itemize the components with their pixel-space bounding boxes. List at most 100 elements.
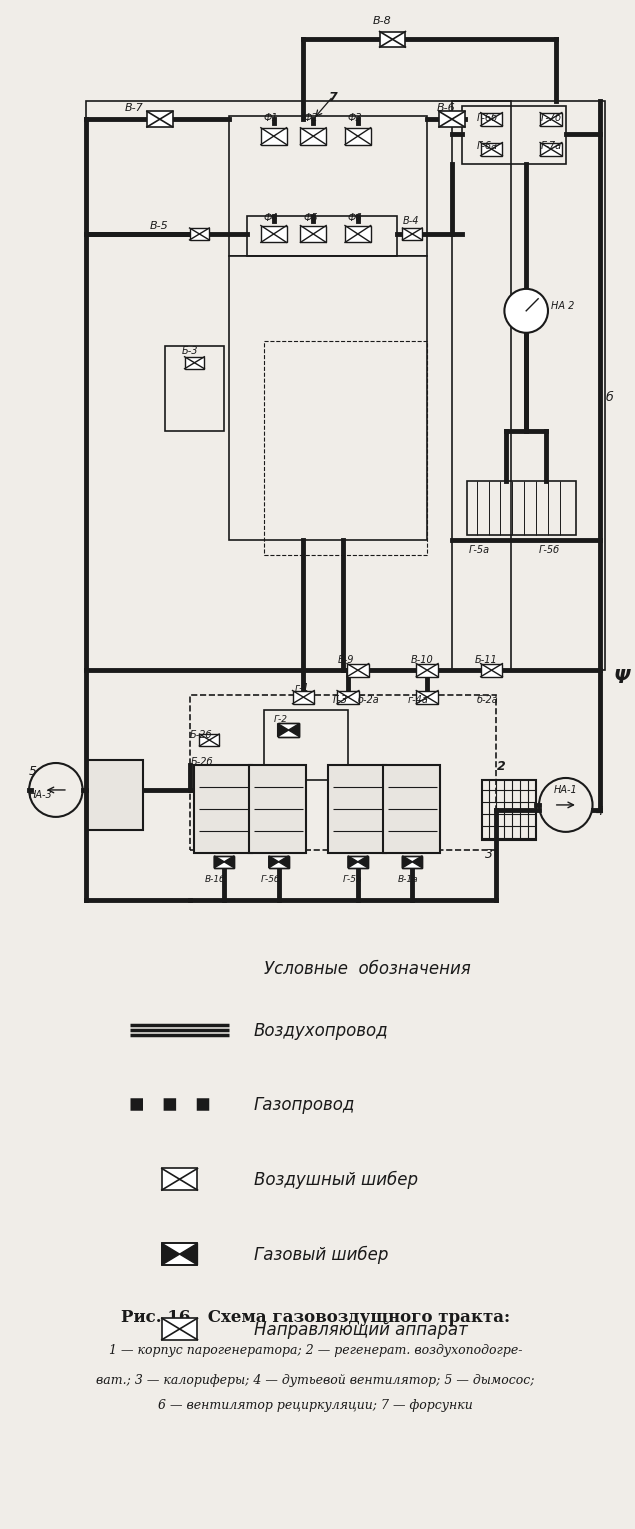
Bar — [164, 346, 224, 431]
Text: Газопровод: Газопровод — [254, 1096, 355, 1115]
Text: В-1б: В-1б — [204, 875, 225, 884]
Text: Ф5: Ф5 — [304, 213, 318, 223]
Bar — [277, 723, 300, 737]
Polygon shape — [162, 1243, 180, 1264]
Text: 6 — вентилятор рециркуляции; 7 — форсунки: 6 — вентилятор рециркуляции; 7 — форсунк… — [158, 1399, 472, 1411]
Text: НА-1: НА-1 — [554, 784, 578, 795]
Polygon shape — [214, 856, 224, 868]
Text: В-10: В-10 — [410, 656, 433, 665]
Text: Г-7а: Г-7а — [541, 141, 562, 151]
Text: Г-5б: Г-5б — [539, 546, 560, 555]
Bar — [229, 116, 427, 255]
Bar — [86, 760, 143, 830]
Text: В-8: В-8 — [373, 17, 391, 26]
Bar — [189, 696, 497, 850]
Bar — [277, 723, 300, 737]
Bar — [462, 106, 566, 164]
Text: Воздушный шибер: Воздушный шибер — [254, 1171, 418, 1190]
Text: б-2а: б-2а — [477, 696, 498, 705]
Text: Условные  обозначения: Условные обозначения — [264, 960, 471, 977]
Text: Ф6: Ф6 — [348, 213, 363, 223]
Bar — [345, 226, 371, 243]
Text: Ф4: Ф4 — [264, 213, 278, 223]
Polygon shape — [358, 856, 368, 868]
Bar — [199, 734, 219, 746]
Text: Г-6б: Г-6б — [477, 113, 498, 124]
Bar — [229, 255, 427, 540]
Bar — [261, 226, 286, 243]
Bar — [348, 856, 368, 868]
Bar — [380, 32, 405, 47]
Bar — [337, 691, 359, 703]
Text: Ф3: Ф3 — [348, 113, 363, 124]
Bar — [417, 664, 438, 677]
Polygon shape — [279, 856, 288, 868]
Text: В-4: В-4 — [403, 216, 419, 226]
Bar — [214, 856, 234, 868]
Bar — [194, 764, 252, 853]
Bar — [185, 356, 204, 368]
Bar — [452, 101, 605, 670]
Text: В-1а: В-1а — [398, 875, 418, 884]
Bar — [247, 216, 398, 255]
Bar — [264, 709, 348, 780]
Bar — [347, 664, 369, 677]
Bar — [269, 856, 288, 868]
Text: 7: 7 — [328, 92, 337, 104]
Bar — [214, 856, 234, 868]
Polygon shape — [269, 856, 279, 868]
Text: В-6: В-6 — [437, 102, 456, 113]
Text: г-4а: г-4а — [408, 696, 428, 705]
Text: Г-5б: Г-5б — [261, 875, 280, 884]
Polygon shape — [288, 723, 300, 737]
Text: Г-7б: Г-7б — [541, 113, 562, 124]
Polygon shape — [277, 723, 288, 737]
Bar — [147, 112, 173, 127]
Bar — [439, 112, 465, 127]
Text: б-2а: б-2а — [358, 696, 380, 705]
Bar — [162, 1318, 197, 1339]
Text: б: б — [605, 391, 613, 404]
Text: Б-2б: Б-2б — [189, 729, 212, 740]
Text: В-9: В-9 — [338, 656, 354, 665]
Text: 4: 4 — [596, 804, 603, 818]
Text: 3: 3 — [485, 849, 493, 861]
Bar — [345, 128, 371, 145]
Bar — [300, 128, 326, 145]
Polygon shape — [180, 1243, 197, 1264]
Text: Г-5а: Г-5а — [343, 875, 363, 884]
Bar — [540, 142, 562, 156]
Text: НА-3: НА-3 — [29, 790, 53, 800]
Bar — [481, 113, 502, 125]
Bar — [261, 128, 286, 145]
Bar — [540, 113, 562, 125]
Bar — [293, 691, 314, 703]
Bar — [249, 764, 306, 853]
Bar — [417, 691, 438, 703]
Text: НА 2: НА 2 — [551, 301, 574, 310]
Bar — [481, 664, 502, 677]
Bar — [264, 341, 427, 555]
Text: ват.; 3 — калориферы; 4 — дутьевой вентилятор; 5 — дымосос;: ват.; 3 — калориферы; 4 — дутьевой венти… — [96, 1375, 535, 1387]
Text: Воздухопровод: Воздухопровод — [254, 1021, 389, 1040]
Polygon shape — [348, 856, 358, 868]
Text: г-1: г-1 — [295, 683, 309, 693]
Text: В-5: В-5 — [150, 222, 169, 231]
Text: Ф1: Ф1 — [264, 113, 278, 124]
Bar — [348, 856, 368, 868]
Bar — [189, 228, 210, 240]
Bar — [269, 856, 288, 868]
Bar — [86, 101, 511, 670]
Bar — [162, 1243, 197, 1264]
Bar — [481, 142, 502, 156]
Bar — [467, 480, 576, 535]
Polygon shape — [412, 856, 422, 868]
Text: Рис. 16.  Схема газовоздушного тракта:: Рис. 16. Схема газовоздушного тракта: — [121, 1309, 510, 1326]
Polygon shape — [224, 856, 234, 868]
Bar — [328, 764, 385, 853]
Text: Г-2: Г-2 — [274, 716, 288, 725]
Text: Направляющий аппарат: Направляющий аппарат — [254, 1321, 467, 1339]
Text: Газовый шибер: Газовый шибер — [254, 1246, 388, 1264]
Text: Б-2б: Б-2б — [190, 757, 213, 768]
Text: Б-3: Б-3 — [182, 346, 198, 356]
